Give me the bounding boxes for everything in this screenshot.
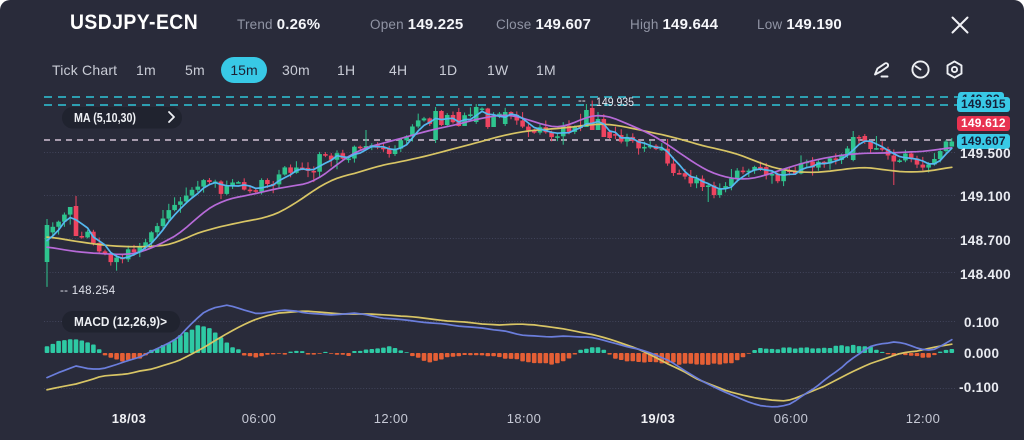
svg-text:--: -- [578, 95, 586, 107]
svg-text:MACD (12,26,9)>: MACD (12,26,9)> [74, 315, 167, 329]
svg-text:149.935: 149.935 [596, 97, 634, 109]
svg-text:MA (5,10,30): MA (5,10,30) [74, 111, 136, 125]
svg-text:-- 148.254: -- 148.254 [60, 285, 116, 297]
